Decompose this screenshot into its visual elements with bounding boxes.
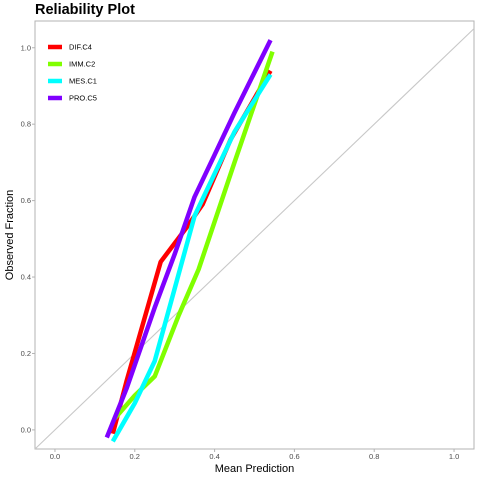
plot-panel-border bbox=[34, 20, 475, 450]
legend-label-imm-c2: IMM.C2 bbox=[69, 60, 95, 69]
y-tick-label: 0.6 bbox=[21, 196, 31, 205]
x-tick-label: 1.0 bbox=[449, 452, 459, 461]
y-axis-title: Observed Fraction bbox=[4, 190, 16, 280]
y-tick-label: 0.8 bbox=[21, 120, 31, 129]
x-axis-title: Mean Prediction bbox=[215, 463, 295, 475]
y-tick-label: 0.2 bbox=[21, 349, 31, 358]
legend-label-dif-c4: DIF.C4 bbox=[69, 43, 92, 52]
x-tick-label: 0.8 bbox=[369, 452, 379, 461]
reference-diagonal-line bbox=[34, 28, 475, 450]
y-tick-label: 0.4 bbox=[21, 273, 31, 282]
x-tick-label: 0.6 bbox=[289, 452, 299, 461]
y-tick-label: 1.0 bbox=[21, 43, 31, 52]
series-line-mes-c1 bbox=[110, 73, 273, 443]
series-line-imm-c2 bbox=[113, 50, 275, 420]
legend-label-pro-c5: PRO.C5 bbox=[69, 94, 97, 103]
x-tick-label: 0.0 bbox=[50, 452, 60, 461]
x-tick-label: 0.4 bbox=[209, 452, 219, 461]
series-line-pro-c5 bbox=[104, 39, 273, 439]
legend-label-mes-c1: MES.C1 bbox=[69, 77, 97, 86]
x-tick-label: 0.2 bbox=[130, 452, 140, 461]
y-tick-label: 0.0 bbox=[21, 425, 31, 434]
chart-title: Reliability Plot bbox=[35, 2, 135, 18]
